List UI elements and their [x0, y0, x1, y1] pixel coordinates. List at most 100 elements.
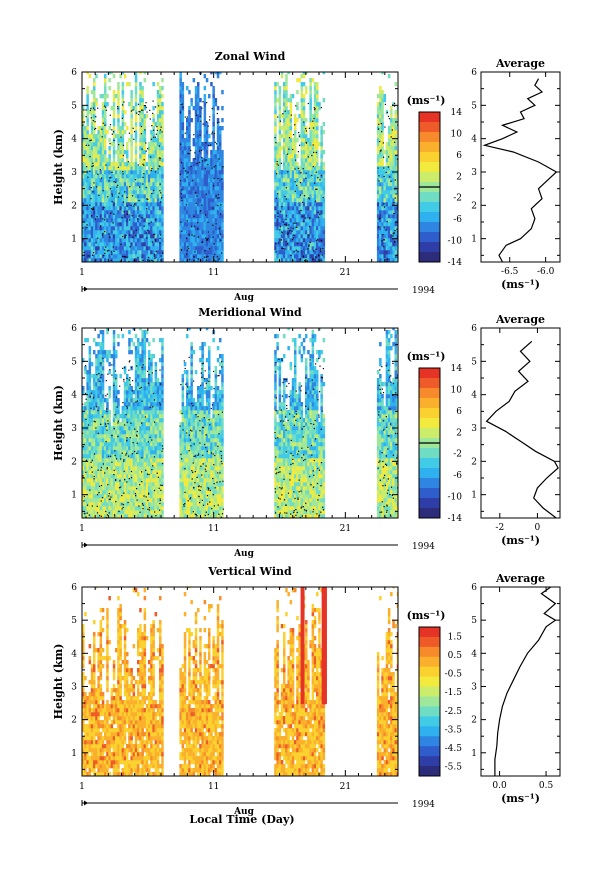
colorbar-segment [419, 212, 440, 223]
colorbar-tick: -5.5 [445, 763, 463, 773]
colorbar-segment [419, 232, 440, 243]
panel-title: Vertical Wind [207, 565, 292, 578]
colorbar-segment [419, 736, 440, 747]
colorbar-segment [419, 656, 440, 668]
colorbar-segment [419, 192, 440, 203]
y-tick-label: 6 [71, 583, 77, 593]
average-frame [480, 327, 561, 519]
colorbar-tick: -6 [453, 215, 462, 225]
average-y-tick-label: 5 [471, 101, 477, 111]
average-x-tick-label: -6.5 [501, 267, 519, 277]
colorbar-tick: -14 [448, 514, 463, 524]
average-y-tick-label: 6 [471, 68, 477, 78]
y-tick-label: 5 [71, 101, 77, 111]
colorbar-segment [419, 508, 440, 519]
average-y-tick-label: 4 [471, 135, 477, 145]
colorbar-segment [419, 142, 440, 153]
colorbar-segment [419, 666, 440, 678]
colorbar-tick: -2 [453, 450, 462, 460]
colorbar-tick: -2 [453, 194, 462, 204]
average-title: Average [495, 57, 545, 70]
average-y-tick-label: 4 [471, 391, 477, 401]
colorbar-segment [419, 152, 440, 163]
colorbar-segment [419, 498, 440, 509]
average-title: Average [495, 313, 545, 326]
colorbar-tick: -6 [453, 471, 462, 481]
x-tick-label: 21 [340, 268, 351, 278]
average-y-tick-label: 2 [471, 201, 477, 211]
average-title: Average [495, 572, 545, 585]
colorbar-unit: (ms⁻¹) [407, 609, 446, 622]
bottom-x-label: Local Time (Day) [189, 813, 294, 826]
colorbar-segment [419, 458, 440, 469]
average-y-tick-label: 2 [471, 457, 477, 467]
colorbar-segment [419, 418, 440, 429]
colorbar-tick: -10 [448, 237, 463, 247]
colorbar-tick: -2.5 [445, 707, 463, 717]
colorbar-segment [419, 646, 440, 658]
colorbar-segment [419, 368, 440, 379]
colorbar-segment [419, 428, 440, 439]
y-tick-label: 3 [71, 682, 77, 692]
average-frame [480, 586, 561, 777]
year-label: 1994 [412, 542, 435, 552]
y-axis-label: Height (km) [52, 385, 65, 461]
y-tick-label: 2 [71, 716, 77, 726]
y-tick-label: 4 [71, 649, 77, 659]
average-y-tick-label: 1 [471, 749, 477, 759]
colorbar-tick: 1.5 [448, 632, 463, 642]
colorbar-segment [419, 398, 440, 409]
colorbar-segment [419, 132, 440, 143]
colorbar-segment [419, 388, 440, 399]
colorbar-segment [419, 378, 440, 389]
colorbar-segment [419, 766, 440, 777]
y-tick-label: 4 [71, 135, 77, 145]
average-x-tick-label: 0.5 [539, 781, 554, 791]
colorbar-tick: 10 [451, 129, 463, 139]
month-label: Aug [233, 293, 255, 303]
x-tick-label: 21 [340, 782, 351, 792]
colorbar-tick: 14 [451, 108, 463, 118]
x-tick-label: 1 [79, 268, 85, 278]
colorbar-tick: -10 [448, 493, 463, 503]
y-tick-label: 2 [71, 457, 77, 467]
colorbar-unit: (ms⁻¹) [407, 350, 446, 363]
colorbar: 14 10 6 2 -2 -6 -10 -14 (ms⁻¹) [407, 350, 463, 524]
colorbar-segment [419, 252, 440, 263]
colorbar-tick: 6 [456, 151, 462, 161]
colorbar-segment [419, 242, 440, 253]
panel-title: Zonal Wind [215, 50, 286, 63]
average-y-tick-label: 5 [471, 616, 477, 626]
month-label: Aug [233, 549, 255, 559]
colorbar-tick: 0.5 [448, 651, 463, 661]
x-tick-label: 21 [340, 524, 351, 534]
average-y-tick-label: 3 [471, 682, 477, 692]
month-label: Aug [233, 807, 255, 817]
average-x-label: (ms⁻¹) [501, 534, 540, 547]
x-tick-label: 11 [208, 782, 219, 792]
year-label: 1994 [412, 800, 435, 810]
colorbar-tick: -4.5 [445, 744, 463, 754]
average-y-tick-label: 6 [471, 324, 477, 334]
colorbar-segment [419, 636, 440, 648]
average-profile: Average 1 2 3 4 5 6 -6.5 -6.0(ms⁻¹) [471, 57, 561, 291]
colorbar-tick: 6 [456, 407, 462, 417]
average-y-tick-label: 1 [471, 491, 477, 501]
colorbar-segment [419, 408, 440, 419]
average-x-label: (ms⁻¹) [501, 278, 540, 291]
y-tick-label: 1 [71, 491, 77, 501]
colorbar-tick: 2 [456, 428, 462, 438]
colorbar-tick: -1.5 [445, 688, 463, 698]
y-tick-label: 4 [71, 391, 77, 401]
average-profile: Average 1 2 3 4 5 6 -2 0(ms⁻¹) [471, 313, 561, 547]
average-x-label: (ms⁻¹) [501, 792, 540, 805]
colorbar-tick: -0.5 [445, 670, 463, 680]
y-tick-label: 1 [71, 749, 77, 759]
x-tick-label: 1 [79, 524, 85, 534]
colorbar-segment [419, 488, 440, 499]
y-tick-label: 3 [71, 168, 77, 178]
heatmap [82, 587, 398, 776]
y-tick-label: 2 [71, 201, 77, 211]
